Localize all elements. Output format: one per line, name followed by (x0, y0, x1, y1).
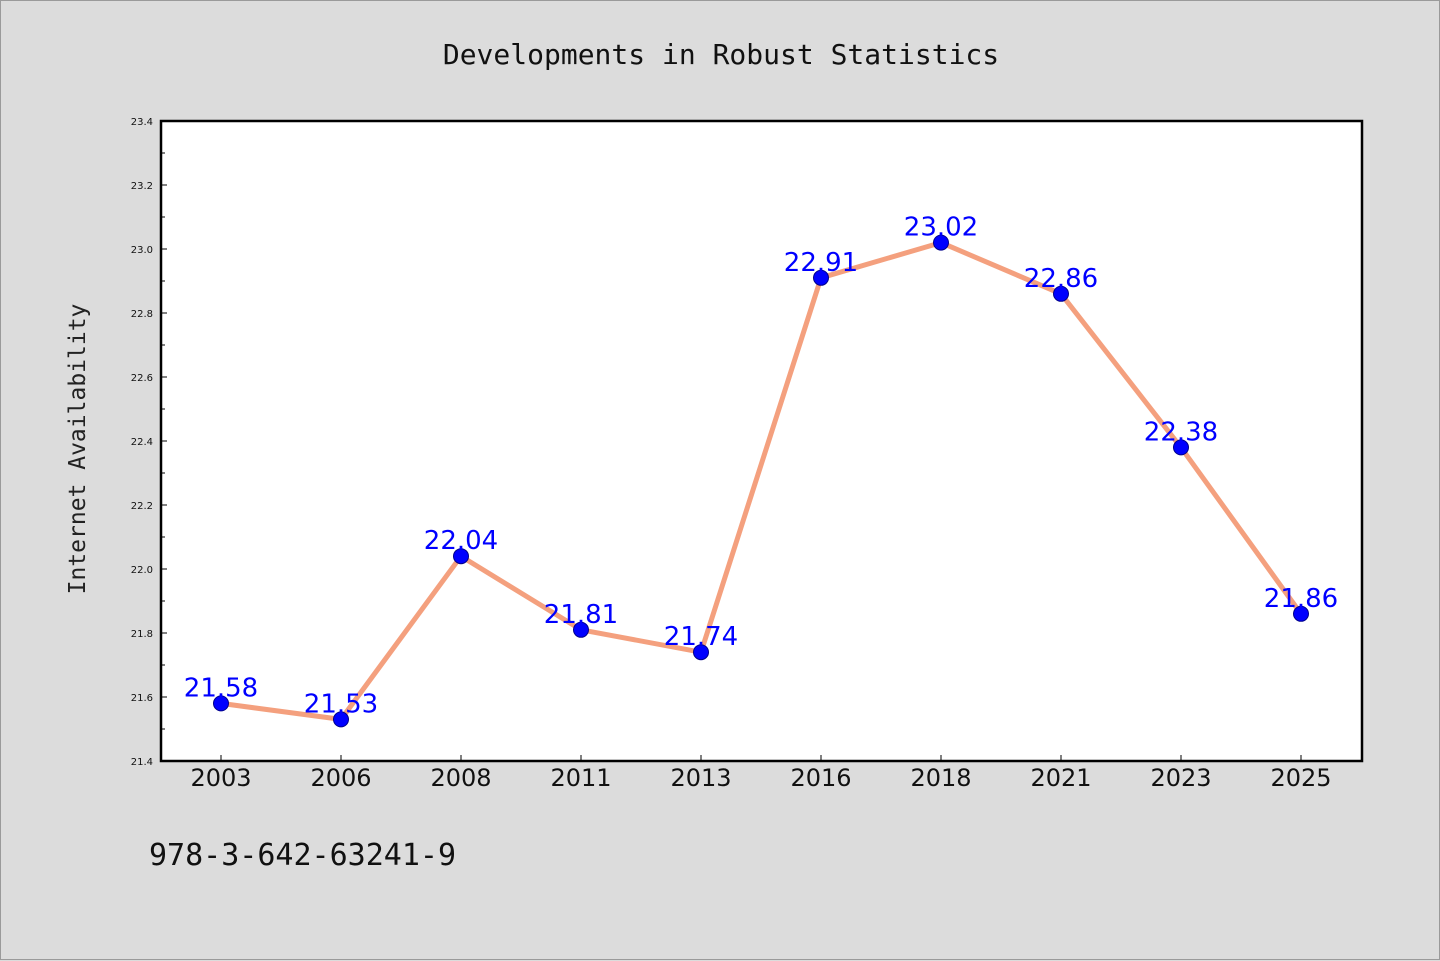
data-point (933, 234, 949, 251)
series-line-group (218, 240, 1304, 722)
data-label: 22.04 (424, 526, 498, 556)
x-tick-label: 2003 (190, 764, 251, 792)
data-point (453, 548, 469, 565)
data-label: 22.86 (1024, 264, 1098, 294)
x-tick-label: 2021 (1030, 764, 1091, 792)
data-point (573, 621, 589, 638)
x-tick-label: 2023 (1150, 764, 1211, 792)
chart-title: Developments in Robust Statistics (443, 38, 999, 71)
y-tick-label: 22.4 (131, 437, 153, 448)
data-markers (213, 234, 1309, 728)
y-tick-label: 22.2 (131, 501, 153, 512)
data-point (1173, 439, 1189, 456)
data-point (813, 269, 829, 286)
x-tick-label: 2018 (910, 764, 971, 792)
y-tick-label: 22.8 (131, 309, 153, 320)
x-tick-label: 2025 (1270, 764, 1331, 792)
data-label: 22.91 (784, 248, 858, 278)
data-point (1053, 285, 1069, 302)
data-point (1293, 605, 1309, 622)
isbn-text: 978-3-642-63241-9 (149, 838, 456, 873)
y-tick-label: 23.2 (131, 181, 153, 192)
data-label: 21.74 (664, 622, 738, 652)
data-label: 22.38 (1144, 417, 1218, 447)
x-tick-label: 2013 (670, 764, 731, 792)
y-tick-label: 23.4 (131, 117, 153, 128)
data-label: 21.86 (1264, 584, 1338, 614)
data-label: 23.02 (904, 213, 978, 243)
y-tick-label: 21.8 (131, 629, 153, 640)
data-point (693, 644, 709, 661)
data-point (213, 695, 229, 712)
x-axis: 2003 2006 2008 2011 2013 2016 2018 2021 2023 2025 (190, 755, 1332, 792)
x-tick-label: 2008 (430, 764, 491, 792)
x-tick-label: 2011 (550, 764, 611, 792)
y-axis: 21.4 21.6 21.8 22.0 22.2 22.4 22.6 22.8 23.0 23.2… (131, 117, 167, 768)
y-tick-label: 23.0 (131, 245, 153, 256)
data-label: 21.53 (304, 689, 378, 719)
x-tick-label: 2016 (790, 764, 851, 792)
y-tick-label: 21.4 (131, 757, 153, 768)
series-line (218, 240, 1304, 722)
data-label: 21.81 (544, 600, 618, 630)
y-tick-label: 21.6 (131, 693, 153, 704)
plot-area (159, 119, 1364, 763)
y-tick-label: 22.0 (131, 565, 153, 576)
data-point (333, 711, 349, 728)
x-tick-label: 2006 (310, 764, 371, 792)
y-axis-label: Internet Availability (65, 304, 91, 595)
data-label: 21.58 (184, 673, 258, 703)
y-tick-label: 22.6 (131, 373, 153, 384)
data-labels: 21.58 21.53 22.04 21.81 21.74 22.91 23.02 22.86… (184, 213, 1338, 720)
